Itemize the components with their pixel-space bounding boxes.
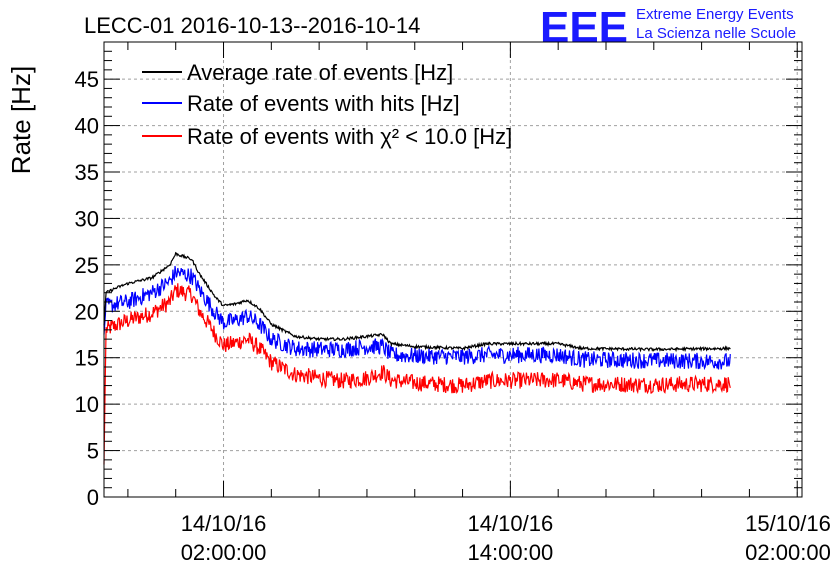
y-tick-label: 0 <box>87 485 99 510</box>
y-tick-label: 20 <box>75 299 99 324</box>
series-line-2 <box>103 265 731 371</box>
x-axis: 14/10/16 02:00:00 14/10/16 14:00:00 15/10/16… <box>127 42 831 565</box>
x-tick-label-time: 02:00:00 <box>745 540 831 565</box>
logo-letters: EEE <box>540 3 628 52</box>
y-axis: 0 5 10 15 20 25 30 35 40 45 <box>75 41 802 510</box>
chart-title: LECC-01 2016-10-13--2016-10-14 <box>84 13 420 38</box>
legend-label: Rate of events with χ² < 10.0 [Hz] <box>187 124 512 149</box>
series-group <box>103 251 731 465</box>
series-line-1 <box>103 251 731 353</box>
y-tick-label: 40 <box>75 114 99 139</box>
grid <box>104 42 802 497</box>
plot-frame <box>103 41 803 498</box>
y-tick-label: 15 <box>75 346 99 371</box>
y-tick-label: 25 <box>75 253 99 278</box>
x-tick-label-date: 14/10/16 <box>468 511 554 536</box>
y-tick-label: 35 <box>75 160 99 185</box>
logo-line-2: La Scienza nelle Scuole <box>636 25 796 42</box>
x-tick-label-date: 14/10/16 <box>181 511 267 536</box>
x-tick-label-time: 14:00:00 <box>468 540 554 565</box>
series-line-3 <box>103 283 731 465</box>
legend: Average rate of events [Hz] Rate of event… <box>142 60 512 149</box>
y-axis-label: Rate [Hz] <box>6 66 36 174</box>
eee-logo: EEE Extreme Energy Events La Scienza nel… <box>540 3 796 52</box>
legend-label: Rate of events with hits [Hz] <box>187 91 460 116</box>
y-tick-label: 10 <box>75 392 99 417</box>
legend-label: Average rate of events [Hz] <box>187 60 453 85</box>
y-tick-label: 45 <box>75 67 99 92</box>
y-tick-label: 5 <box>87 439 99 464</box>
y-tick-label: 30 <box>75 206 99 231</box>
x-tick-label-date: 15/10/16 <box>745 511 831 536</box>
logo-line-1: Extreme Energy Events <box>636 6 794 23</box>
x-tick-label-time: 02:00:00 <box>181 540 267 565</box>
